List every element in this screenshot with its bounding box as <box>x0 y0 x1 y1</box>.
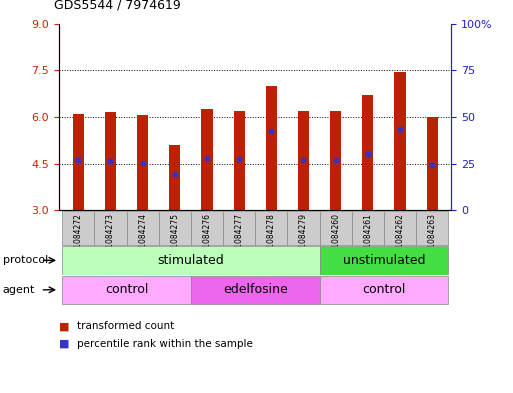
Text: agent: agent <box>3 285 35 295</box>
Bar <box>201 109 212 210</box>
Text: GSM1084279: GSM1084279 <box>299 213 308 264</box>
Bar <box>105 112 116 210</box>
Bar <box>191 276 320 304</box>
Text: GSM1084260: GSM1084260 <box>331 213 340 264</box>
Bar <box>362 95 373 210</box>
Bar <box>330 111 341 210</box>
Text: ■: ■ <box>59 339 69 349</box>
Text: GSM1084261: GSM1084261 <box>363 213 372 264</box>
FancyBboxPatch shape <box>159 211 191 245</box>
Bar <box>320 276 448 304</box>
Bar <box>426 117 438 210</box>
FancyBboxPatch shape <box>191 211 223 245</box>
Text: GSM1084262: GSM1084262 <box>396 213 404 264</box>
Bar <box>62 246 320 274</box>
Text: GSM1084278: GSM1084278 <box>267 213 276 264</box>
Text: control: control <box>362 283 406 296</box>
Bar <box>233 111 245 210</box>
FancyBboxPatch shape <box>352 211 384 245</box>
FancyBboxPatch shape <box>384 211 416 245</box>
Text: GSM1084275: GSM1084275 <box>170 213 180 264</box>
Text: ■: ■ <box>59 321 69 331</box>
FancyBboxPatch shape <box>320 211 352 245</box>
Bar <box>137 116 148 210</box>
FancyBboxPatch shape <box>255 211 287 245</box>
Bar <box>73 114 84 210</box>
Text: GSM1084274: GSM1084274 <box>138 213 147 264</box>
Text: unstimulated: unstimulated <box>343 254 425 267</box>
FancyBboxPatch shape <box>127 211 159 245</box>
Bar <box>62 276 191 304</box>
Text: GSM1084276: GSM1084276 <box>203 213 211 264</box>
FancyBboxPatch shape <box>416 211 448 245</box>
Text: stimulated: stimulated <box>157 254 224 267</box>
Text: transformed count: transformed count <box>77 321 174 331</box>
Text: GSM1084272: GSM1084272 <box>74 213 83 264</box>
Bar <box>266 86 277 210</box>
FancyBboxPatch shape <box>223 211 255 245</box>
Text: GSM1084273: GSM1084273 <box>106 213 115 264</box>
Bar <box>298 111 309 210</box>
Bar <box>169 145 181 210</box>
Text: percentile rank within the sample: percentile rank within the sample <box>77 339 253 349</box>
FancyBboxPatch shape <box>62 211 94 245</box>
Text: GSM1084277: GSM1084277 <box>234 213 244 264</box>
Bar <box>394 72 406 210</box>
FancyBboxPatch shape <box>287 211 320 245</box>
Text: edelfosine: edelfosine <box>223 283 288 296</box>
Text: protocol: protocol <box>3 255 48 265</box>
Text: GDS5544 / 7974619: GDS5544 / 7974619 <box>54 0 181 12</box>
Text: GSM1084263: GSM1084263 <box>428 213 437 264</box>
Text: control: control <box>105 283 148 296</box>
Bar <box>320 246 448 274</box>
FancyBboxPatch shape <box>94 211 127 245</box>
